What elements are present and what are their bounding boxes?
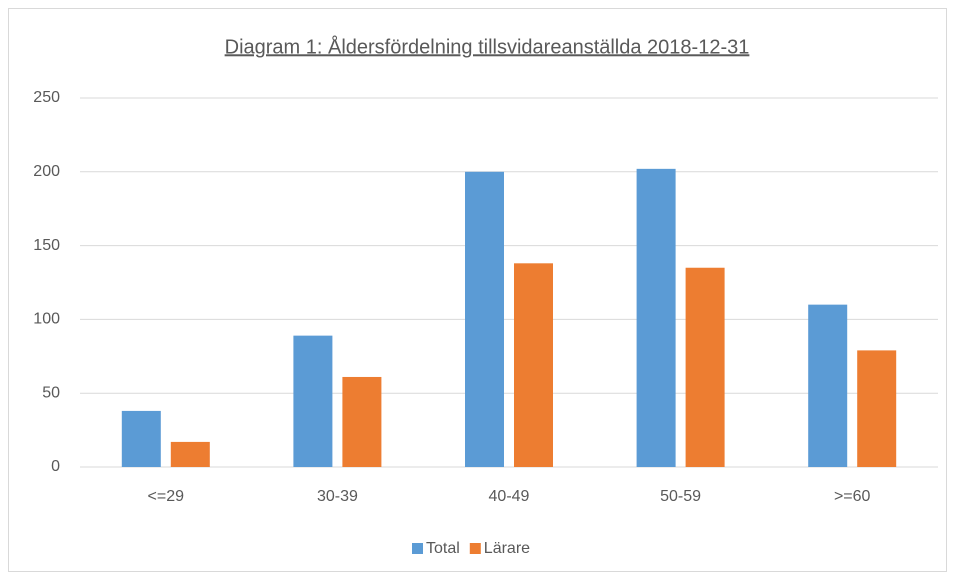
bar [465, 171, 504, 468]
legend-swatch [412, 543, 423, 554]
y-tick-label: 50 [42, 384, 60, 401]
bar [636, 168, 676, 467]
y-tick-label: 150 [33, 237, 60, 254]
legend-label: Total [426, 540, 460, 557]
bar [685, 267, 725, 467]
y-tick-label: 100 [33, 311, 60, 328]
x-tick-label: 30-39 [317, 488, 358, 505]
x-tick-label: <=29 [148, 488, 185, 505]
bar [121, 410, 161, 467]
bar [857, 350, 897, 467]
x-tick-label: 40-49 [489, 488, 530, 505]
bar [808, 304, 848, 467]
bar [170, 441, 210, 467]
bar [514, 263, 553, 467]
y-tick-label: 200 [33, 163, 60, 180]
legend-swatch [469, 543, 481, 554]
legend-label: Lärare [484, 540, 530, 557]
y-tick-label: 250 [33, 89, 60, 106]
x-tick-label: 50-59 [660, 488, 701, 505]
bar [293, 335, 333, 467]
chart-title: Diagram 1: Åldersfördelning tillsvidarea… [225, 35, 750, 58]
bar [342, 376, 382, 467]
y-tick-label: 0 [51, 458, 60, 475]
x-tick-label: >=60 [834, 488, 871, 505]
